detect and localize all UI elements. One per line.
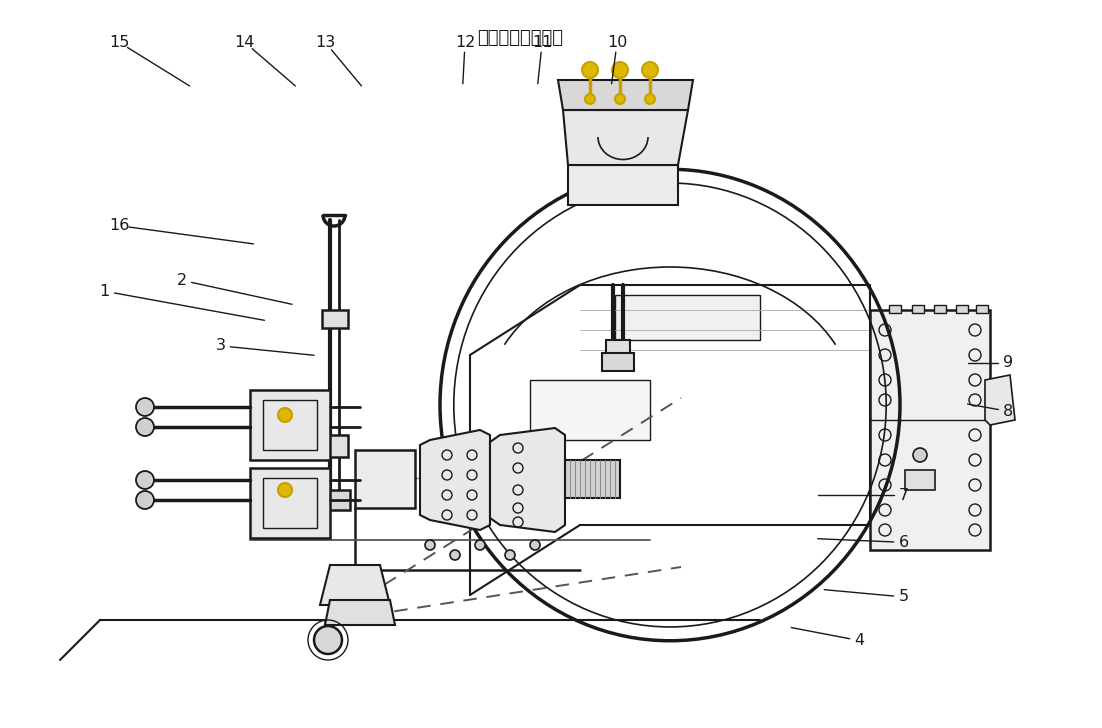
Text: 8: 8: [1003, 404, 1014, 419]
Text: 3: 3: [215, 339, 226, 353]
Polygon shape: [568, 165, 678, 205]
Bar: [250, 390, 329, 460]
Circle shape: [505, 550, 515, 560]
Polygon shape: [563, 110, 688, 165]
Circle shape: [136, 418, 154, 436]
Bar: [602, 353, 634, 371]
Circle shape: [530, 540, 540, 550]
Polygon shape: [325, 600, 395, 625]
Polygon shape: [530, 380, 650, 440]
Circle shape: [615, 94, 625, 104]
Bar: [263, 400, 317, 450]
Text: 10: 10: [607, 35, 627, 50]
Circle shape: [612, 62, 628, 78]
Circle shape: [450, 550, 460, 560]
Circle shape: [475, 540, 485, 550]
Bar: [912, 305, 923, 313]
Polygon shape: [615, 295, 760, 340]
Circle shape: [425, 540, 435, 550]
Bar: [889, 305, 901, 313]
Bar: [322, 310, 348, 328]
Text: 5: 5: [898, 590, 909, 604]
Polygon shape: [558, 80, 693, 110]
Bar: [565, 460, 620, 498]
Bar: [976, 305, 988, 313]
Circle shape: [582, 62, 598, 78]
Text: 4: 4: [854, 633, 865, 648]
Circle shape: [642, 62, 658, 78]
Bar: [869, 310, 990, 550]
Bar: [355, 450, 415, 508]
Text: 11: 11: [532, 35, 552, 50]
Polygon shape: [320, 565, 390, 605]
Circle shape: [136, 471, 154, 489]
Text: 9: 9: [1003, 355, 1014, 370]
Circle shape: [912, 448, 927, 462]
Bar: [905, 470, 934, 490]
Text: 16: 16: [109, 218, 129, 233]
Circle shape: [136, 491, 154, 509]
Circle shape: [278, 408, 292, 422]
Bar: [250, 468, 329, 538]
Bar: [263, 478, 317, 528]
Circle shape: [585, 94, 595, 104]
Bar: [322, 435, 348, 457]
Bar: [934, 305, 946, 313]
Text: 6: 6: [898, 535, 909, 550]
Polygon shape: [985, 375, 1015, 425]
Circle shape: [136, 398, 154, 416]
Polygon shape: [420, 430, 490, 530]
Text: 变速器总成（七）: 变速器总成（七）: [477, 29, 563, 47]
Text: 13: 13: [315, 35, 335, 50]
Text: 2: 2: [176, 273, 187, 288]
Bar: [320, 490, 350, 510]
Polygon shape: [490, 428, 565, 532]
Circle shape: [314, 626, 342, 654]
Bar: [606, 340, 630, 360]
Text: 1: 1: [99, 284, 110, 298]
Circle shape: [278, 483, 292, 497]
Text: 15: 15: [109, 35, 129, 50]
Text: 14: 14: [235, 35, 255, 50]
Bar: [957, 305, 968, 313]
Circle shape: [645, 94, 655, 104]
Text: 7: 7: [898, 488, 909, 502]
Text: 12: 12: [455, 35, 475, 50]
